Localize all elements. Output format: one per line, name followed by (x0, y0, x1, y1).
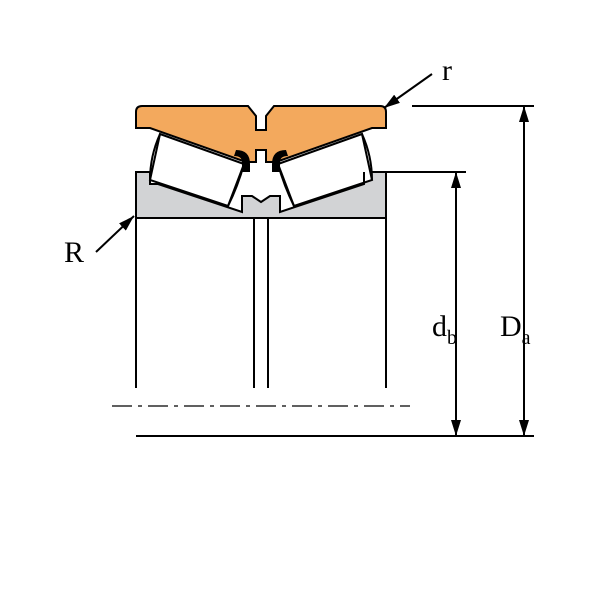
label-db: db (432, 310, 457, 349)
bearing-diagram: R r db Da (0, 0, 600, 600)
dimension-Da: Da (412, 106, 534, 436)
label-R: R (64, 236, 84, 269)
leader-r (384, 74, 432, 108)
label-r: r (442, 54, 452, 87)
leader-R (96, 216, 134, 252)
label-Da: Da (500, 310, 531, 349)
dimension-db: db (386, 172, 466, 436)
bearing-section (136, 106, 386, 388)
